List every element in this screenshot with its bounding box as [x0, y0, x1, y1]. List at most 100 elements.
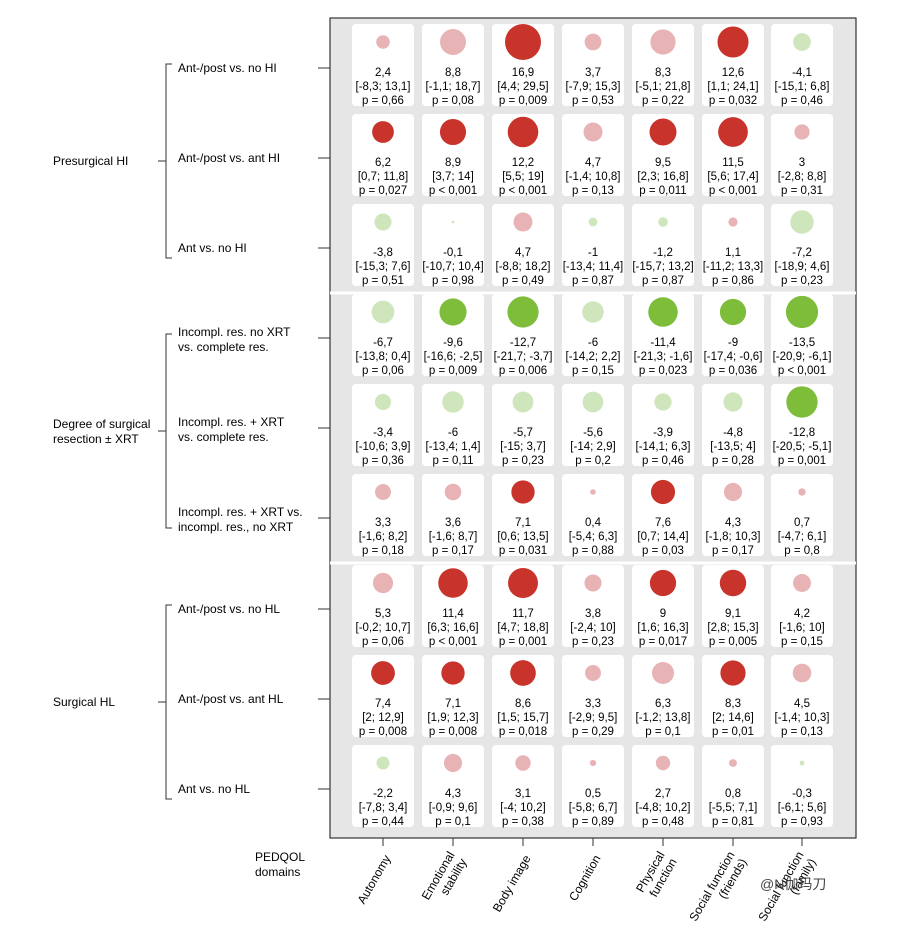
ci-label: [-5,4; 6,3]: [569, 531, 618, 543]
estimate-label: -3,8: [373, 247, 393, 259]
p-value-label: p = 0,22: [642, 95, 684, 107]
cell-background: [771, 565, 833, 647]
cell: -3,8 [-15,3; 7,6] p = 0,51: [352, 204, 414, 287]
cell: -12,7 [-21,7; -3,7] p = 0,006: [492, 294, 554, 377]
ci-label: [4,7; 18,8]: [497, 622, 548, 634]
p-value-label: p = 0,03: [642, 545, 684, 557]
estimate-label: 0,8: [725, 788, 741, 800]
cell-background: [702, 655, 764, 737]
estimate-label: -11,4: [650, 337, 676, 349]
ci-label: [-13,5; 4]: [710, 441, 755, 453]
effect-bubble: [799, 760, 805, 766]
effect-bubble: [374, 213, 392, 231]
ci-label: [-1,4; 10,3]: [775, 712, 830, 724]
effect-bubble: [654, 393, 672, 411]
cell: -13,5 [-20,9; -6,1] p < 0,001: [771, 294, 833, 377]
ci-label: [-14,1; 6,3]: [636, 441, 691, 453]
cell-background: [492, 114, 554, 196]
ci-label: [-4,8; 10,2]: [636, 802, 691, 814]
effect-bubble: [588, 217, 598, 227]
ci-label: [-15,7; 13,2]: [632, 261, 693, 273]
estimate-label: 1,1: [725, 247, 741, 259]
p-value-label: p = 0,023: [639, 365, 687, 377]
p-value-label: p < 0,001: [499, 185, 547, 197]
p-value-label: p = 0,53: [572, 95, 614, 107]
p-value-label: p = 0,29: [572, 726, 614, 738]
p-value-label: p = 0,17: [712, 545, 754, 557]
row-label: Incompl. res. no XRT vs. complete res.: [178, 325, 291, 354]
effect-bubble: [583, 122, 603, 142]
row-label: Ant vs. no HI: [178, 241, 247, 255]
cell-background: [492, 294, 554, 376]
cell-background: [492, 384, 554, 466]
estimate-label: 5,3: [375, 608, 391, 620]
p-value-label: p = 0,018: [499, 726, 547, 738]
cell: -6 [-14,2; 2,2] p = 0,15: [562, 294, 624, 377]
ci-label: [0,6; 13,5]: [497, 531, 548, 543]
cell-background: [352, 565, 414, 647]
effect-bubble: [717, 26, 749, 58]
cell-background: [492, 204, 554, 286]
cell: 9 [1,6; 16,3] p = 0,017: [632, 565, 694, 648]
cell: -9 [-17,4; -0,6] p = 0,036: [702, 294, 764, 377]
estimate-label: -0,3: [792, 788, 812, 800]
cell: 8,3 [2; 14,6] p = 0,01: [702, 655, 764, 738]
effect-bubble: [584, 33, 602, 51]
cell: 8,9 [3,7; 14] p < 0,001: [422, 114, 484, 197]
cell: 4,5 [-1,4; 10,3] p = 0,13: [771, 655, 833, 738]
cell: 4,3 [-0,9; 9,6] p = 0,1: [422, 745, 484, 828]
effect-bubble: [786, 386, 818, 418]
cell: 4,7 [-1,4; 10,8] p = 0,13: [562, 114, 624, 197]
p-value-label: p = 0,48: [642, 816, 684, 828]
estimate-label: 3,3: [375, 517, 391, 529]
estimate-label: 9,5: [655, 157, 671, 169]
effect-bubble: [648, 297, 678, 327]
ci-label: [0,7; 11,8]: [358, 171, 408, 183]
ci-label: [-1,2; 13,8]: [636, 712, 691, 724]
estimate-label: 11,4: [442, 608, 464, 620]
columns-title: PEDQOL domains: [255, 850, 308, 879]
estimate-label: -6,7: [373, 337, 393, 349]
effect-bubble: [515, 755, 531, 771]
cell-background: [422, 114, 484, 196]
row-label: Incompl. res. + XRT vs. incompl. res., no…: [178, 505, 303, 534]
p-value-label: p < 0,001: [778, 365, 826, 377]
cell: -5,6 [-14; 2,9] p = 0,2: [562, 384, 624, 467]
cell: -1,2 [-15,7; 13,2] p = 0,87: [632, 204, 694, 287]
cell-background: [352, 474, 414, 556]
cell-background: [702, 294, 764, 376]
cell: -4,8 [-13,5; 4] p = 0,28: [702, 384, 764, 467]
effect-bubble: [785, 295, 819, 329]
estimate-label: 6,2: [375, 157, 391, 169]
ci-label: [-0,2; 10,7]: [356, 622, 411, 634]
p-value-label: p = 0,93: [781, 816, 823, 828]
effect-bubble: [376, 756, 390, 770]
estimate-label: 11,7: [512, 608, 534, 620]
label-layer: Ant-/post vs. no HI Ant-/post vs. ant HI A…: [53, 61, 330, 800]
estimate-label: 0,4: [585, 517, 602, 529]
effect-bubble: [371, 661, 395, 685]
estimate-label: -4,1: [792, 67, 812, 79]
ci-label: [-15; 3,7]: [500, 441, 545, 453]
cell-background: [562, 655, 624, 737]
p-value-label: p = 0,11: [432, 455, 473, 467]
cell-background: [352, 114, 414, 196]
cell: 4,2 [-1,6; 10] p = 0,15: [771, 565, 833, 648]
column-label: Autonomy: [354, 853, 393, 907]
effect-bubble: [719, 569, 747, 597]
row-label: Ant-/post vs. no HL: [178, 602, 280, 616]
cell-background: [771, 655, 833, 737]
cell: 9,1 [2,8; 15,3] p = 0,005: [702, 565, 764, 648]
ci-label: [3,7; 14]: [432, 171, 474, 183]
cell-background: [562, 204, 624, 286]
ci-label: [-10,7; 10,4]: [422, 261, 483, 273]
p-value-label: p = 0,46: [642, 455, 684, 467]
estimate-label: 9,1: [725, 608, 741, 620]
effect-bubble: [585, 665, 601, 681]
effect-bubble: [451, 220, 455, 224]
cell-background: [492, 474, 554, 556]
cell-background: [422, 204, 484, 286]
p-value-label: p < 0,001: [429, 636, 477, 648]
p-value-label: p = 0,009: [499, 95, 547, 107]
